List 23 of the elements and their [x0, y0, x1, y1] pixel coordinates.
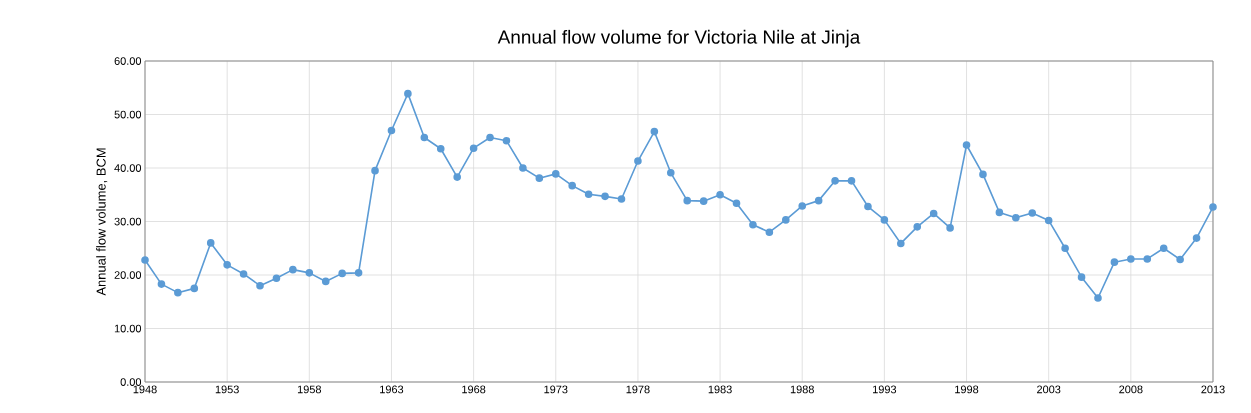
x-tick-label: 1953: [215, 385, 239, 394]
x-tick-label: 1963: [380, 385, 404, 394]
y-tick-label: 40.00: [114, 164, 142, 172]
x-tick-label: 2003: [1037, 385, 1061, 394]
y-tick-label: 50.00: [114, 110, 142, 119]
x-tick-label: 1948: [133, 385, 157, 394]
y-tick-label: 20.00: [114, 271, 142, 279]
x-tick-label: 1983: [708, 385, 732, 394]
y-tick-label: 30.00: [114, 217, 142, 226]
x-tick-label: 1993: [873, 385, 897, 394]
y-tick-label: 60.00: [114, 57, 142, 65]
x-tick-label: 1968: [462, 385, 486, 394]
y-tick-label: 10.00: [114, 324, 142, 333]
x-tick-label: 1988: [790, 385, 814, 394]
x-tick-label: 1973: [544, 385, 568, 394]
x-tick-label: 2008: [1119, 385, 1143, 394]
x-tick-label: 2013: [1201, 385, 1225, 394]
y-axis-title: Annual flow volume, BCM: [96, 148, 108, 296]
x-tick-label: 1998: [955, 385, 979, 394]
y-tick-label: 0.00: [120, 378, 142, 386]
chart-title: Annual flow volume for Victoria Nile at Jinja: [497, 29, 861, 48]
x-tick-label: 1958: [297, 385, 322, 394]
x-tick-label: 1978: [626, 385, 650, 394]
